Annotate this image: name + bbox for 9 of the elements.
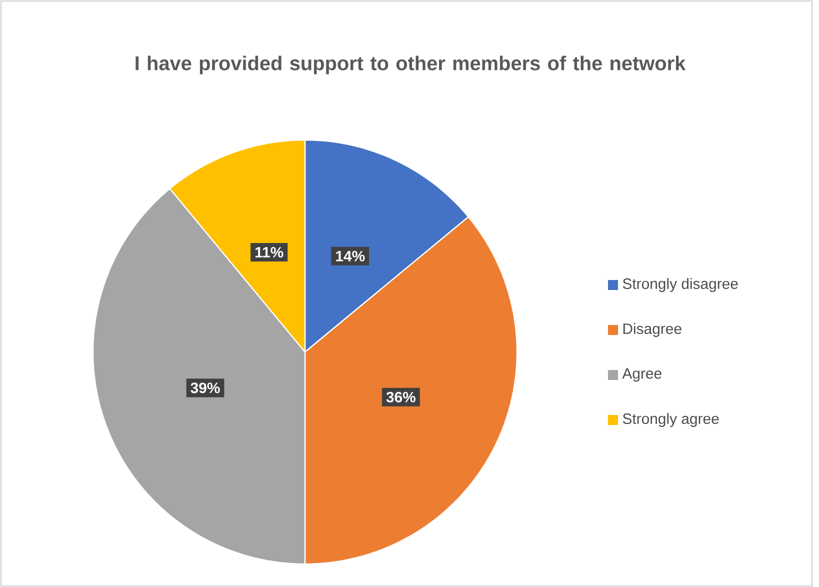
- legend-label: Agree: [622, 368, 662, 382]
- chart-title: I have provided support to other members of the network: [136, 56, 686, 74]
- data-label: 39%: [190, 382, 220, 394]
- legend-label: Disagree: [623, 323, 682, 337]
- data-label: 11%: [255, 247, 284, 258]
- data-label: 14%: [336, 250, 365, 262]
- legend-label: Strongly agree: [622, 413, 719, 427]
- legend-label: Strongly disagree: [622, 278, 738, 292]
- data-label: 36%: [386, 392, 416, 402]
